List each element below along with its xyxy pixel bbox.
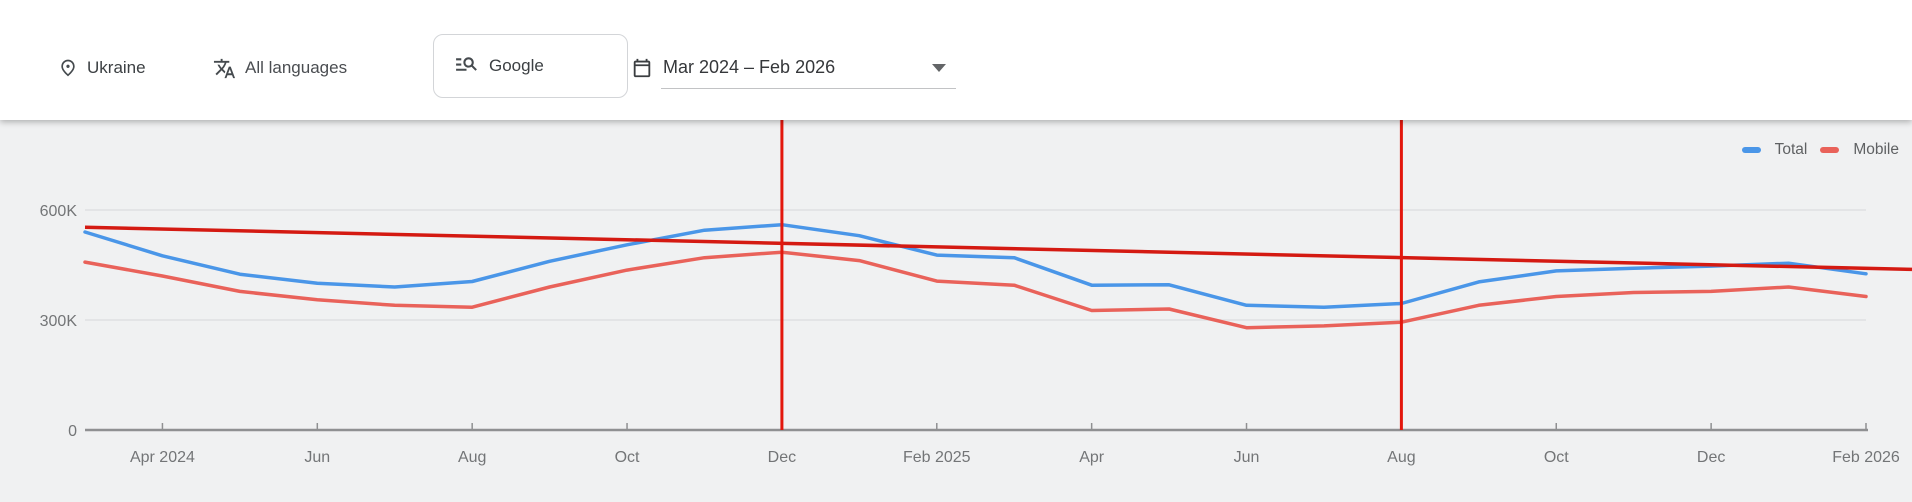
total-series-label: Total — [1774, 141, 1808, 158]
location-label: Ukraine — [87, 58, 146, 77]
total-series-swatch — [1741, 147, 1761, 153]
traffic-trend-chart: 0 300K 600K Apr 2024 Jun Aug Oct Dec Feb 2025 Apr… — [0, 120, 1912, 502]
language-label: All languages — [245, 58, 348, 77]
svg-text:Oct: Oct — [615, 449, 640, 466]
search-engine-selector[interactable]: Google — [433, 34, 628, 98]
location-filter[interactable]: Ukraine — [58, 16, 146, 120]
date-range-label: Mar 2024 – Feb 2026 — [663, 57, 836, 77]
mobile-series-label: Mobile — [1853, 141, 1899, 158]
svg-text:Jun: Jun — [304, 449, 330, 466]
language-filter[interactable]: All languages — [213, 16, 347, 120]
svg-text:Dec: Dec — [1697, 449, 1725, 466]
svg-text:300K: 300K — [40, 313, 78, 330]
translate-icon — [213, 57, 236, 80]
date-range-filter[interactable]: Mar 2024 – Feb 2026 — [631, 16, 956, 120]
search-engine-label: Google — [489, 56, 544, 75]
svg-text:Feb 2025: Feb 2025 — [903, 449, 971, 466]
svg-text:Apr: Apr — [1079, 449, 1105, 466]
chevron-down-icon — [932, 63, 946, 72]
svg-text:0: 0 — [68, 423, 77, 440]
svg-text:Oct: Oct — [1544, 449, 1569, 466]
search-list-icon — [454, 51, 479, 81]
legend-item-total[interactable]: Total — [1741, 141, 1808, 159]
date-range-select[interactable]: Mar 2024 – Feb 2026 — [661, 47, 956, 89]
svg-text:600K: 600K — [40, 203, 78, 220]
mobile-series-swatch — [1820, 147, 1840, 153]
legend-item-mobile[interactable]: Mobile — [1820, 141, 1899, 159]
svg-text:Aug: Aug — [458, 449, 486, 466]
svg-text:Feb 2026: Feb 2026 — [1832, 449, 1900, 466]
svg-text:Jun: Jun — [1234, 449, 1260, 466]
location-pin-icon — [58, 58, 78, 78]
svg-text:Aug: Aug — [1387, 449, 1415, 466]
chart-legend: Total Mobile — [1741, 141, 1899, 159]
line-chart-canvas: 0 300K 600K Apr 2024 Jun Aug Oct Dec Feb 2025 Apr… — [40, 120, 1912, 466]
filters-toolbar: Ukraine All languages Google Mar 2024 – … — [0, 0, 1912, 120]
svg-text:Apr 2024: Apr 2024 — [130, 449, 195, 466]
svg-text:Dec: Dec — [768, 449, 796, 466]
calendar-icon — [631, 57, 653, 79]
